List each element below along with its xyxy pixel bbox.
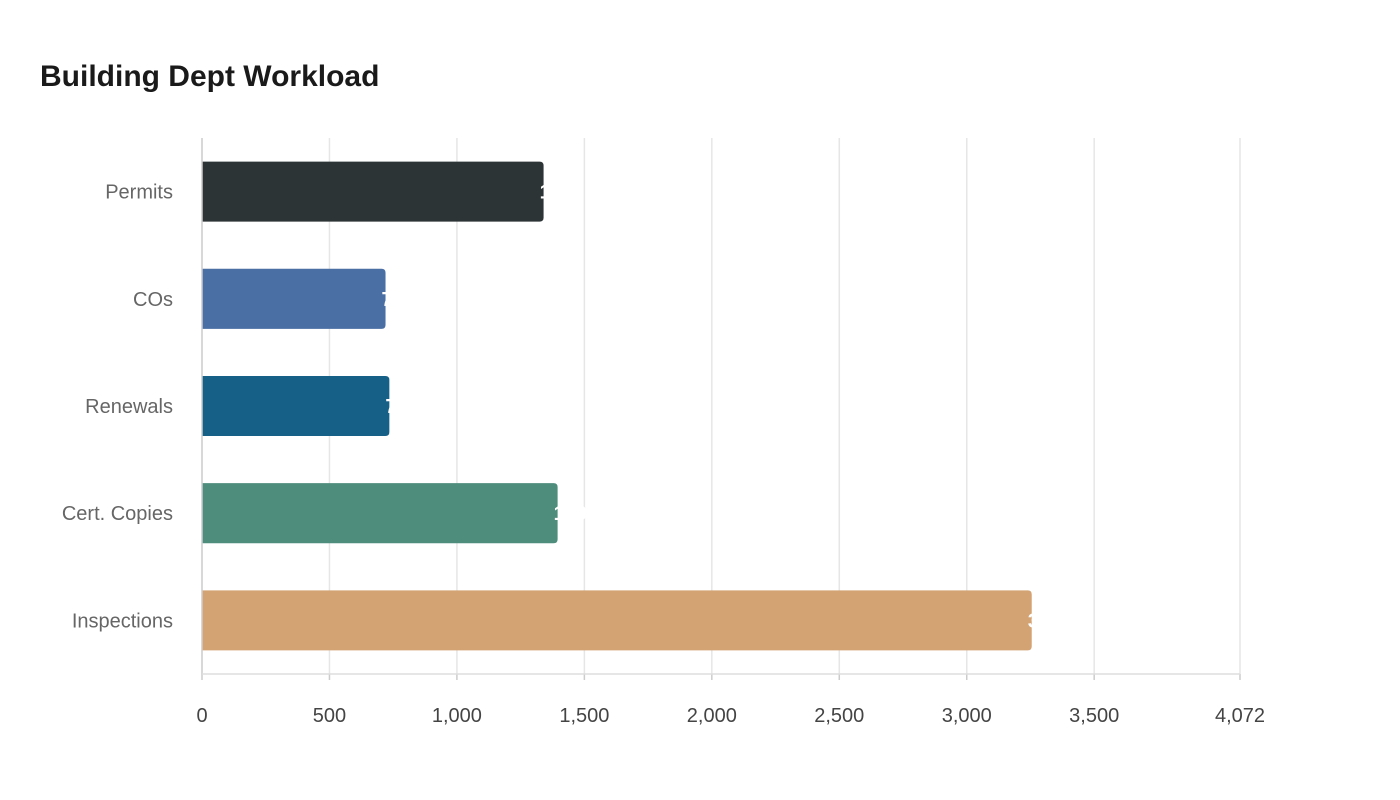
x-tick-label: 0	[196, 705, 207, 727]
category-label: Inspections	[72, 610, 173, 632]
bars	[202, 161, 1032, 651]
category-label: COs	[133, 289, 173, 311]
bar	[202, 483, 558, 544]
bar-value-label: 720	[382, 289, 415, 311]
bar	[202, 590, 1032, 651]
category-label: Renewals	[85, 396, 173, 418]
bar	[202, 161, 544, 222]
grid-lines	[328, 138, 1241, 674]
x-tick-label: 500	[313, 705, 346, 727]
x-tick-label: 3,500	[1069, 705, 1119, 727]
bar-value-label: 1340	[540, 182, 585, 204]
chart-title: Building Dept Workload	[40, 60, 380, 93]
bar-value-label: 3255	[1028, 610, 1073, 632]
bar	[202, 268, 386, 329]
bar-value-label: 1395	[554, 503, 599, 525]
x-tick-label: 2,500	[814, 705, 864, 727]
x-tick-label: 1,500	[559, 705, 609, 727]
category-label: Permits	[105, 182, 173, 204]
x-tick-label: 4,072	[1215, 705, 1265, 727]
x-tick-label: 3,000	[942, 705, 992, 727]
x-tick-label: 1,000	[432, 705, 482, 727]
x-tick-label: 2,000	[687, 705, 737, 727]
bar-value-label: 735	[385, 396, 418, 418]
axes	[201, 138, 1241, 680]
labels: 0 500 1,000 1,500 2,000 2,500 3,000 3,500 4,072 P…	[62, 182, 1265, 727]
category-label: Cert. Copies	[62, 503, 173, 525]
bar	[202, 375, 390, 437]
